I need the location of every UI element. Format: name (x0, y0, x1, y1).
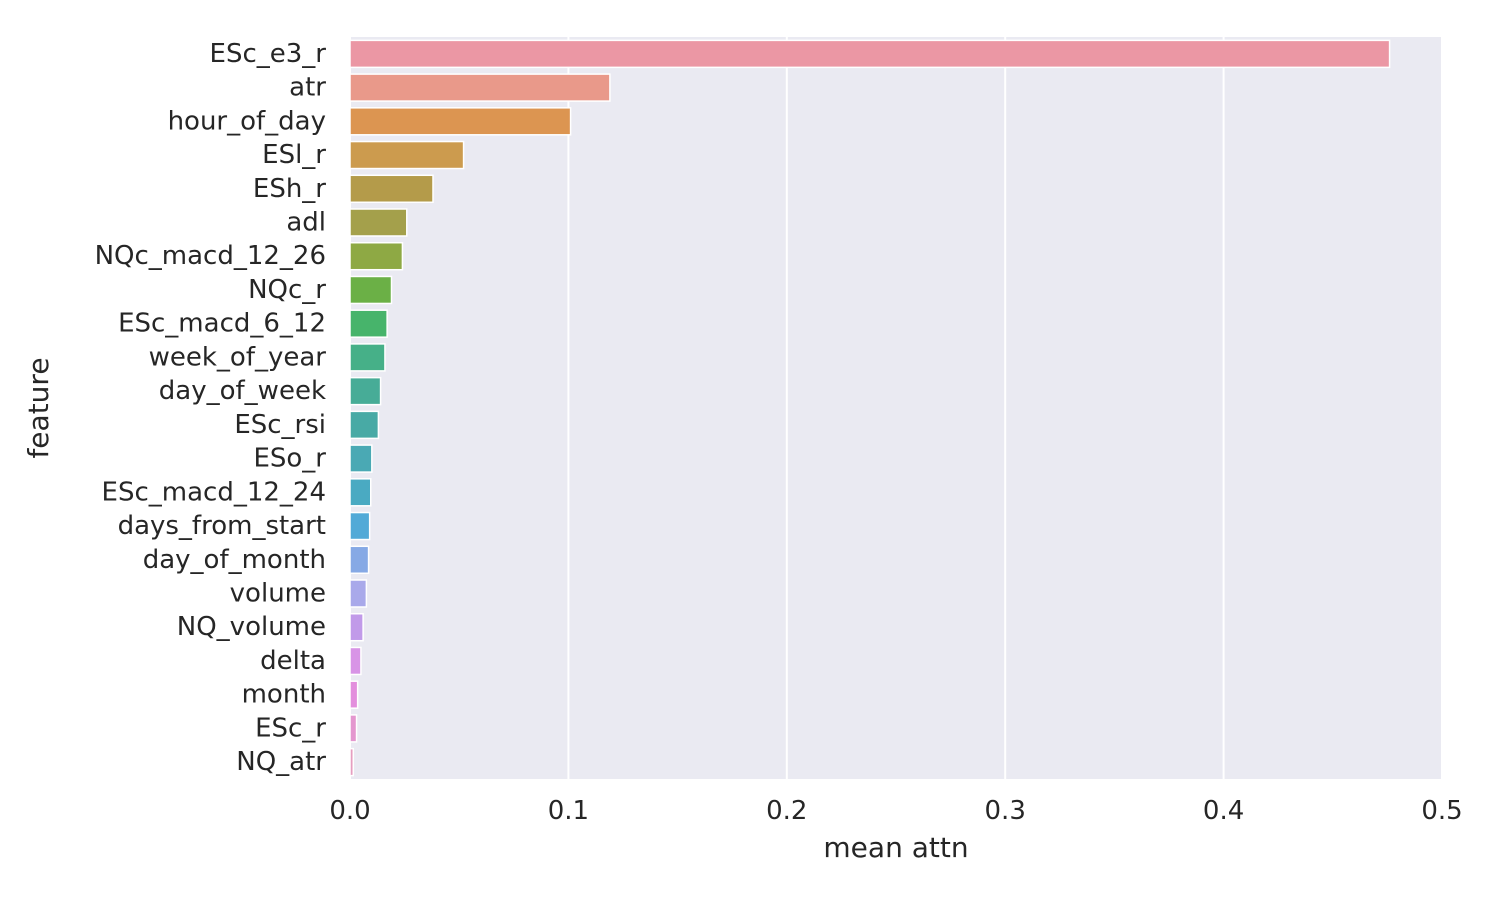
y-tick-label: NQ_volume (177, 612, 326, 642)
bar-day_of_month (349, 545, 370, 575)
bar-hour_of_day (349, 107, 572, 136)
y-tick-label: adl (286, 208, 326, 238)
bar-ESc_macd_12_24 (349, 478, 372, 507)
y-tick-label: week_of_year (149, 342, 327, 372)
bar-ESo_r (349, 444, 373, 473)
y-tick-label: ESl_r (262, 140, 326, 170)
bar-atr (349, 73, 611, 102)
bar-month (349, 680, 359, 709)
bar-ESc_e3_r (349, 39, 1391, 69)
bar-ESh_r (349, 174, 434, 204)
bar-adl (349, 208, 408, 237)
x-tick-label: 0.5 (1421, 796, 1462, 826)
y-tick-label: volume (230, 579, 326, 609)
y-tick-label: ESc_macd_6_12 (118, 309, 326, 339)
y-tick-label: ESo_r (253, 444, 326, 474)
bar-days_from_start (349, 511, 371, 541)
bar-ESl_r (349, 140, 465, 170)
bar-NQ_atr (349, 747, 355, 777)
x-tick-label: 0.1 (548, 796, 589, 826)
x-tick-labels: 0.0 0.1 0.2 0.3 0.4 0.5 (329, 796, 1462, 826)
x-tick-label: 0.2 (766, 796, 807, 826)
bar-NQc_macd_12_26 (349, 241, 404, 271)
y-tick-label: month (242, 680, 326, 710)
plot-area (350, 37, 1442, 779)
y-tick-label: ESc_e3_r (210, 39, 327, 69)
y-tick-label: ESh_r (253, 174, 326, 204)
y-tick-label: day_of_month (143, 545, 326, 575)
y-tick-label: NQc_macd_12_26 (95, 241, 326, 271)
y-tick-label: NQ_atr (236, 747, 326, 777)
bar-ESc_r (349, 714, 358, 743)
x-tick-label: 0.3 (985, 796, 1026, 826)
bar-ESc_macd_6_12 (349, 309, 388, 338)
y-tick-label: delta (260, 646, 326, 676)
x-tick-label: 0.4 (1203, 796, 1244, 826)
y-tick-label: day_of_week (159, 376, 326, 406)
bars (349, 39, 1391, 777)
bar-ESc_rsi (349, 410, 380, 440)
bar-delta (349, 646, 362, 676)
bar-volume (349, 579, 368, 608)
y-tick-label: days_from_start (118, 511, 326, 541)
y-tick-label: hour_of_day (168, 106, 326, 136)
x-tick-label: 0.0 (329, 796, 370, 826)
x-axis-title: mean attn (823, 831, 968, 864)
y-tick-label: ESc_macd_12_24 (102, 477, 326, 507)
bar-day_of_week (349, 376, 382, 406)
bar-NQc_r (349, 275, 393, 305)
bar-week_of_year (349, 343, 386, 372)
y-axis-title: feature (22, 357, 55, 458)
y-tick-label: ESc_rsi (234, 410, 326, 440)
y-tick-label: ESc_r (255, 713, 326, 743)
bar-NQ_volume (349, 612, 364, 642)
y-tick-label: NQc_r (248, 275, 326, 305)
y-tick-label: atr (289, 73, 326, 103)
